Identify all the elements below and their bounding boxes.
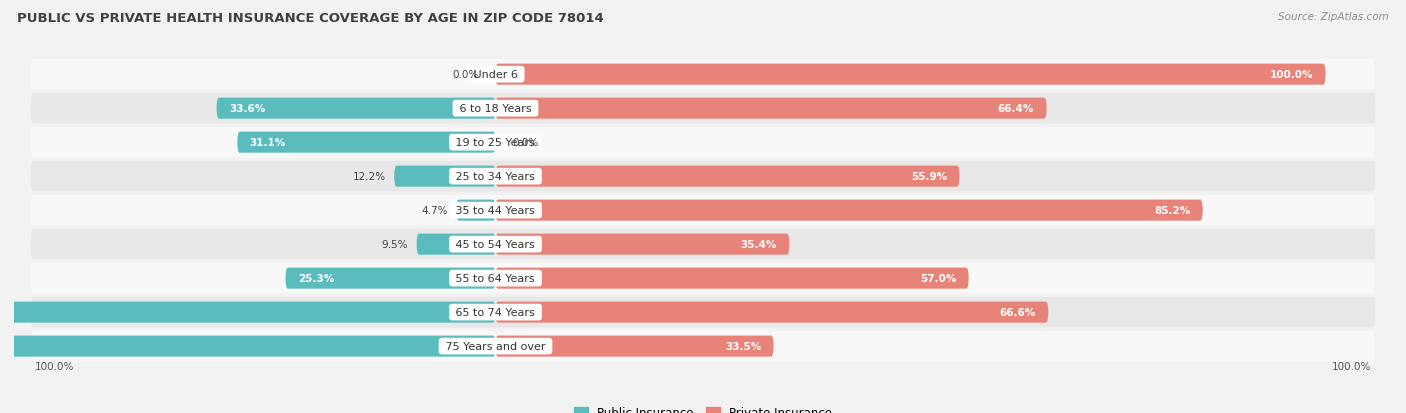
Text: Source: ZipAtlas.com: Source: ZipAtlas.com bbox=[1278, 12, 1389, 22]
FancyBboxPatch shape bbox=[495, 64, 1326, 85]
Text: 12.2%: 12.2% bbox=[353, 172, 385, 182]
FancyBboxPatch shape bbox=[31, 60, 1375, 90]
FancyBboxPatch shape bbox=[238, 132, 495, 153]
Text: 31.1%: 31.1% bbox=[250, 138, 285, 148]
Text: Under 6: Under 6 bbox=[470, 70, 522, 80]
Text: 75 Years and over: 75 Years and over bbox=[441, 341, 548, 351]
FancyBboxPatch shape bbox=[495, 200, 1202, 221]
FancyBboxPatch shape bbox=[31, 229, 1375, 260]
Text: 66.6%: 66.6% bbox=[1000, 307, 1036, 317]
Text: 0.0%: 0.0% bbox=[453, 70, 479, 80]
FancyBboxPatch shape bbox=[495, 268, 969, 289]
Text: 35 to 44 Years: 35 to 44 Years bbox=[453, 206, 538, 216]
Text: 25 to 34 Years: 25 to 34 Years bbox=[453, 172, 538, 182]
FancyBboxPatch shape bbox=[31, 161, 1375, 192]
Text: 45 to 54 Years: 45 to 54 Years bbox=[453, 240, 538, 249]
FancyBboxPatch shape bbox=[31, 331, 1375, 361]
FancyBboxPatch shape bbox=[31, 195, 1375, 226]
Text: PUBLIC VS PRIVATE HEALTH INSURANCE COVERAGE BY AGE IN ZIP CODE 78014: PUBLIC VS PRIVATE HEALTH INSURANCE COVER… bbox=[17, 12, 603, 25]
FancyBboxPatch shape bbox=[31, 128, 1375, 158]
Text: 100.0%: 100.0% bbox=[35, 361, 75, 371]
Text: 65 to 74 Years: 65 to 74 Years bbox=[453, 307, 538, 317]
Text: 55 to 64 Years: 55 to 64 Years bbox=[453, 273, 538, 283]
FancyBboxPatch shape bbox=[31, 297, 1375, 328]
FancyBboxPatch shape bbox=[394, 166, 495, 187]
Text: 33.5%: 33.5% bbox=[725, 341, 761, 351]
Text: 9.5%: 9.5% bbox=[382, 240, 408, 249]
Text: 19 to 25 Years: 19 to 25 Years bbox=[453, 138, 538, 148]
FancyBboxPatch shape bbox=[416, 234, 495, 255]
Text: 4.7%: 4.7% bbox=[422, 206, 449, 216]
FancyBboxPatch shape bbox=[285, 268, 495, 289]
Text: 85.2%: 85.2% bbox=[1154, 206, 1191, 216]
FancyBboxPatch shape bbox=[31, 94, 1375, 124]
FancyBboxPatch shape bbox=[495, 302, 1049, 323]
FancyBboxPatch shape bbox=[0, 302, 495, 323]
Text: 25.3%: 25.3% bbox=[298, 273, 335, 283]
FancyBboxPatch shape bbox=[495, 234, 789, 255]
Text: 55.9%: 55.9% bbox=[911, 172, 948, 182]
FancyBboxPatch shape bbox=[31, 263, 1375, 294]
FancyBboxPatch shape bbox=[0, 336, 495, 357]
FancyBboxPatch shape bbox=[495, 98, 1046, 119]
Text: 66.4%: 66.4% bbox=[998, 104, 1035, 114]
Text: 0.0%: 0.0% bbox=[512, 138, 538, 148]
FancyBboxPatch shape bbox=[217, 98, 495, 119]
Text: 100.0%: 100.0% bbox=[1270, 70, 1313, 80]
Text: 100.0%: 100.0% bbox=[1331, 361, 1371, 371]
Text: 57.0%: 57.0% bbox=[920, 273, 956, 283]
FancyBboxPatch shape bbox=[457, 200, 495, 221]
Legend: Public Insurance, Private Insurance: Public Insurance, Private Insurance bbox=[569, 401, 837, 413]
Text: 6 to 18 Years: 6 to 18 Years bbox=[456, 104, 536, 114]
Text: 33.6%: 33.6% bbox=[229, 104, 266, 114]
Text: 35.4%: 35.4% bbox=[741, 240, 778, 249]
FancyBboxPatch shape bbox=[495, 336, 773, 357]
FancyBboxPatch shape bbox=[495, 166, 959, 187]
